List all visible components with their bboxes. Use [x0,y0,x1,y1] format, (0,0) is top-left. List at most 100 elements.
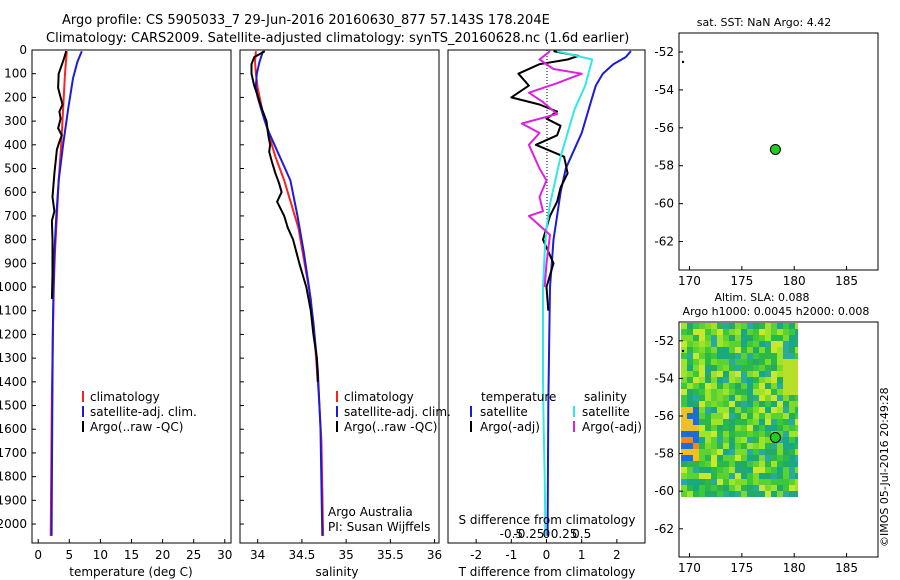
sla-cell [717,419,723,425]
sla-cell [681,401,687,407]
sla-cell [789,455,795,461]
sla-cell [741,341,747,347]
y-tick-label: 400 [4,138,27,152]
sla-cell [747,407,753,413]
sla-cell [783,341,789,347]
temperature-x-label: temperature (deg C) [69,565,192,579]
sla-cell [765,407,771,413]
sla-cell [789,329,795,335]
sla-cell [711,341,717,347]
y-tick-label: 1100 [0,304,27,318]
sla-cell [681,323,687,329]
sla-map-title-2: Argo h1000: 0.0045 h2000: 0.008 [683,305,870,318]
sla-cell [735,449,741,455]
sla-cell [771,335,777,341]
sla-cell [747,335,753,341]
legend-label-satellite: satellite-adj. clim. [90,405,197,419]
x-tick-label: 35.5 [377,548,404,562]
secondary-x-tick-label: 0.25 [551,527,578,541]
sla-cell [789,443,795,449]
sla-cell [795,485,798,491]
sla-cell [741,443,747,449]
sla-cell [753,455,759,461]
legend-swatch-climatology [336,391,338,402]
sla-cell [753,389,759,395]
sla-cell [699,353,705,359]
sla-cell [777,353,783,359]
sla-cell [687,437,693,443]
sla-cell [753,401,759,407]
sla-cell [783,383,789,389]
sla-cell [681,491,687,497]
legend-swatch-s-satellite [573,406,575,417]
legend-swatch-argo [82,421,84,432]
sla-cell [681,377,687,383]
sla-cell [783,461,789,467]
sla-cell [723,377,729,383]
sla-cell [717,443,723,449]
sla-cell [753,377,759,383]
sla-cell [705,371,711,377]
sla-cell [717,455,723,461]
sla-cell [741,425,747,431]
sla-cell [771,407,777,413]
sla-cell [795,353,798,359]
sla-cell [789,323,795,329]
x-tick-label: 175 [730,274,753,288]
series-line-argo-raw-qc- [250,50,319,382]
sla-cell [765,431,771,437]
sla-cell [705,365,711,371]
sla-cell [753,365,759,371]
sla-cell [741,413,747,419]
x-tick-label: 5 [65,548,73,562]
y-tick-label: 700 [4,209,27,223]
sla-cell [783,377,789,383]
sla-cell [723,437,729,443]
sla-cell [735,425,741,431]
sla-cell [681,395,687,401]
sla-cell [741,371,747,377]
sla-cell [777,425,783,431]
sla-cell [777,371,783,377]
sla-cell [723,347,729,353]
sla-cell [759,359,765,365]
sla-cell [729,437,735,443]
sla-cell [777,407,783,413]
sla-cell [681,383,687,389]
series-line-satellite-adj-clim- [50,50,83,536]
sla-cell [747,479,753,485]
x-tick-label: 20 [155,548,170,562]
sla-cell [777,419,783,425]
sla-cell [741,359,747,365]
sla-cell [747,491,753,497]
y-tick-label: 1600 [0,422,27,436]
sla-cell [741,335,747,341]
sla-cell [723,359,729,365]
sla-cell [687,431,693,437]
sla-cell [693,455,699,461]
legend-swatch-t-argo [470,421,472,432]
sla-cell [747,329,753,335]
sla-cell [717,473,723,479]
sla-cell [735,365,741,371]
x-tick-label: -1 [505,548,517,562]
sla-cell [681,353,687,359]
sla-cell [759,425,765,431]
sla-cell [747,419,753,425]
series-line-t-satellite [546,50,632,536]
sla-cell [771,449,777,455]
sla-cell [765,455,771,461]
x-tick-label: -2 [470,548,482,562]
difference-panel: -2 -1 0 1 2 S difference from climatology -0… [447,49,646,579]
sla-cell [705,485,711,491]
sla-cell [747,401,753,407]
sla-cell [699,359,705,365]
sla-cell [699,437,705,443]
sla-cell [711,437,717,443]
sla-cell [771,365,777,371]
sla-cell [735,329,741,335]
sla-cell [771,371,777,377]
sla-cell [789,353,795,359]
sla-cell [687,443,693,449]
sla-cell [795,383,798,389]
